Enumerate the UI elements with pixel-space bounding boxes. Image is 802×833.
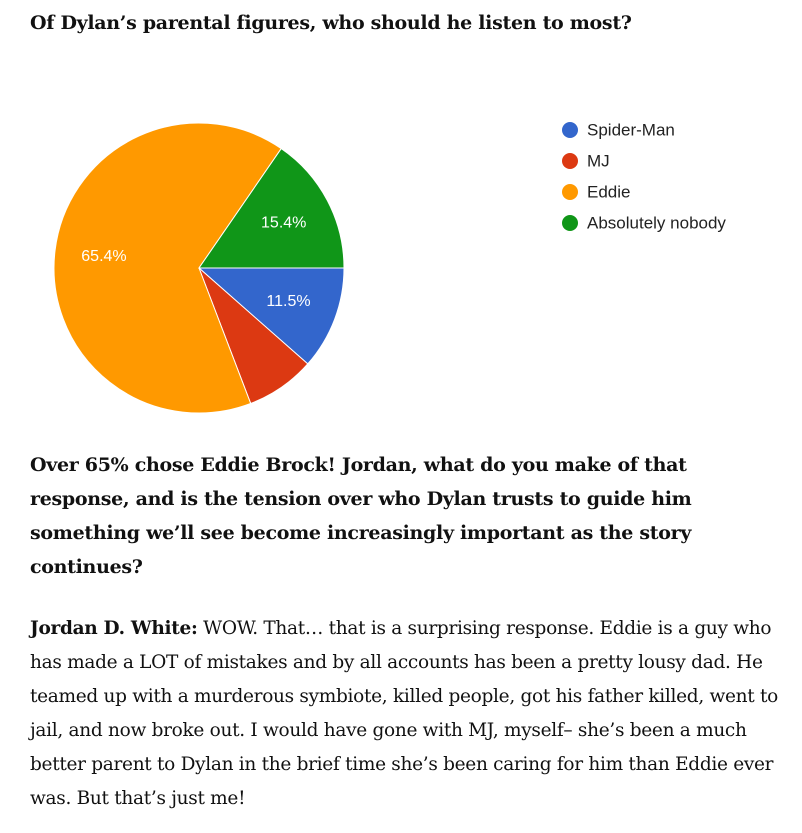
answer: Jordan D. White: WOW. That… that is a su… — [30, 612, 790, 816]
pie-slice — [53, 122, 282, 414]
question: Over 65% chose Eddie Brock! Jordan, what… — [30, 454, 692, 578]
legend-swatch — [562, 153, 578, 169]
legend-label: Eddie — [587, 182, 630, 201]
legend-swatch — [562, 122, 578, 138]
pie-chart: 11.5% 65.4% 15.4% Spider-Man MJ Eddie Absolute… — [53, 120, 726, 414]
pie-slice — [197, 267, 345, 365]
answer-text: WOW. That… that is a surprising response… — [30, 618, 778, 809]
slice-label: 11.5% — [266, 293, 310, 310]
legend-label: Absolutely nobody — [587, 213, 726, 232]
heading: Of Dylan’s parental figures, who should … — [30, 12, 632, 34]
slice-label: 15.4% — [261, 215, 306, 232]
legend-swatch — [562, 215, 578, 231]
pie-slice — [198, 147, 345, 269]
speaker: Jordan D. White: — [30, 618, 198, 639]
slice-label: 65.4% — [81, 248, 126, 265]
legend-label: MJ — [587, 151, 610, 170]
legend-swatch — [562, 184, 578, 200]
legend-label: Spider-Man — [587, 120, 675, 139]
